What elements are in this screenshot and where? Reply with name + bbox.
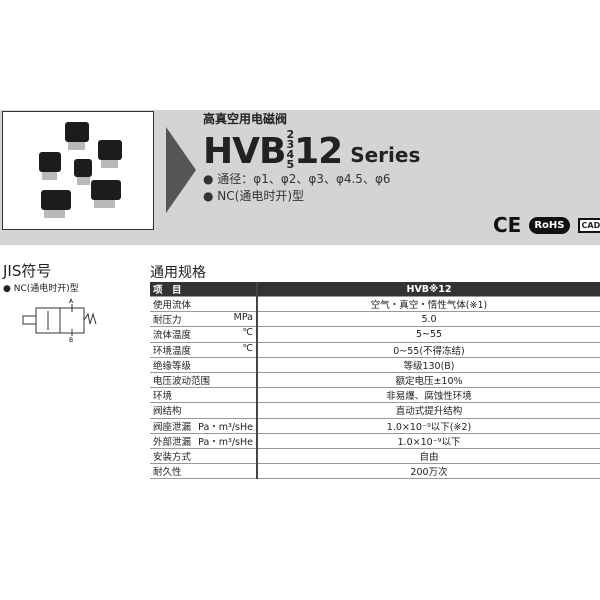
- jis-type: ● NC(通电时开)型: [3, 284, 79, 294]
- model-prefix: HVB: [203, 131, 286, 172]
- item-label: 阀结构: [153, 406, 182, 418]
- table-header-row: 项 目 HVB※12: [150, 282, 600, 297]
- table-row: 绝缘等级 等级130(B): [150, 357, 600, 373]
- item-unit: ℃: [242, 327, 253, 339]
- table-row: 环境 非易爆、腐蚀性环境: [150, 387, 600, 404]
- item-label: 使用流体: [153, 300, 192, 312]
- item-label: 电压波动范围: [153, 376, 211, 388]
- port-b-label: B: [69, 337, 73, 342]
- item-label: 环境: [153, 391, 173, 403]
- row-item: 耐久性: [150, 463, 258, 480]
- header-model: HVB※12: [257, 282, 600, 297]
- product-photo: [2, 111, 154, 230]
- row-value: 等级130(B): [257, 357, 600, 373]
- row-item: 电压波动范围: [150, 372, 258, 389]
- table-row: 阀结构 直动式提升结构: [150, 402, 600, 419]
- row-item: 流体温度 ℃: [150, 326, 258, 343]
- model-variants: 2 3 4 5: [286, 128, 294, 171]
- table-row: 环境温度 ℃ 0~55(不得冻结): [150, 342, 600, 358]
- item-label: 外部泄漏: [153, 436, 192, 448]
- jis-symbol-diagram: A B: [22, 298, 97, 342]
- ce-logo: CE: [493, 213, 522, 237]
- header-item: 项 目: [150, 282, 258, 297]
- item-unit: Pa・m³/sHe: [198, 436, 253, 448]
- item-unit: MPa: [233, 312, 253, 324]
- row-item: 阀结构: [150, 402, 258, 419]
- row-value: 5~55: [257, 326, 600, 343]
- row-value: 5.0: [257, 311, 600, 328]
- row-item: 使用流体: [150, 296, 258, 313]
- row-value: 200万次: [257, 463, 600, 480]
- row-value: 额定电压±10%: [257, 372, 600, 389]
- table-row: 耐压力 MPa 5.0: [150, 311, 600, 328]
- item-unit: ℃: [242, 342, 253, 354]
- product-title: HVB 2 3 4 5 12 Series: [203, 128, 421, 172]
- row-value: 直动式提升结构: [257, 402, 600, 419]
- table-row: 电压波动范围 额定电压±10%: [150, 372, 600, 389]
- row-item: 环境: [150, 387, 258, 404]
- table-row: 使用流体 空气・真空・惰性气体(※1): [150, 296, 600, 313]
- series-label: Series: [350, 143, 421, 167]
- row-value: 非易爆、腐蚀性环境: [257, 387, 600, 404]
- product-subtitle: 高真空用电磁阀: [203, 112, 288, 126]
- spec-title: 通用规格: [150, 265, 206, 281]
- item-label: 安装方式: [153, 451, 192, 463]
- table-row: 流体温度 ℃ 5~55: [150, 326, 600, 343]
- model-suffix: 12: [294, 131, 343, 172]
- row-value: 0~55(不得冻结): [257, 342, 600, 358]
- item-unit: Pa・m³/sHe: [198, 421, 253, 433]
- table-row: 外部泄漏 Pa・m³/sHe 1.0×10⁻⁹以下: [150, 433, 600, 449]
- cert-logos: CE RoHS CAD: [493, 213, 600, 237]
- cad-icon[interactable]: CAD: [577, 217, 600, 233]
- row-item: 环境温度 ℃: [150, 342, 258, 358]
- feature-type: ● NC(通电时开)型: [203, 189, 305, 203]
- row-value: 自由: [257, 448, 600, 465]
- table-row: 阀座泄漏 Pa・m³/sHe 1.0×10⁻⁹以下(※2): [150, 418, 600, 434]
- item-label: 绝缘等级: [153, 360, 192, 372]
- row-item: 耐压力 MPa: [150, 311, 258, 328]
- rohs-logo: RoHS: [529, 216, 570, 234]
- spec-table: 项 目 HVB※12 使用流体 空气・真空・惰性气体(※1) 耐压力 MPa 5.0 流体…: [150, 282, 600, 480]
- jis-title: JIS符号: [3, 262, 52, 280]
- row-item: 安装方式: [150, 448, 258, 465]
- table-row: 耐久性 200万次: [150, 463, 600, 480]
- arrow-decoration: [166, 127, 196, 213]
- row-value: 1.0×10⁻⁹以下(※2): [257, 418, 600, 434]
- item-label: 耐久性: [153, 467, 182, 479]
- row-item: 外部泄漏 Pa・m³/sHe: [150, 433, 258, 449]
- row-item: 绝缘等级: [150, 357, 258, 373]
- row-value: 1.0×10⁻⁹以下: [257, 433, 600, 449]
- item-label: 耐压力: [153, 315, 182, 327]
- item-label: 环境温度: [153, 345, 192, 357]
- item-label: 阀座泄漏: [153, 421, 192, 433]
- row-value: 空气・真空・惰性气体(※1): [257, 296, 600, 313]
- feature-bore: ● 通径：φ1、φ2、φ3、φ4.5、φ6: [203, 172, 391, 186]
- row-item: 阀座泄漏 Pa・m³/sHe: [150, 418, 258, 434]
- table-row: 安装方式 自由: [150, 448, 600, 465]
- item-label: 流体温度: [153, 330, 192, 342]
- port-a-label: A: [69, 298, 74, 305]
